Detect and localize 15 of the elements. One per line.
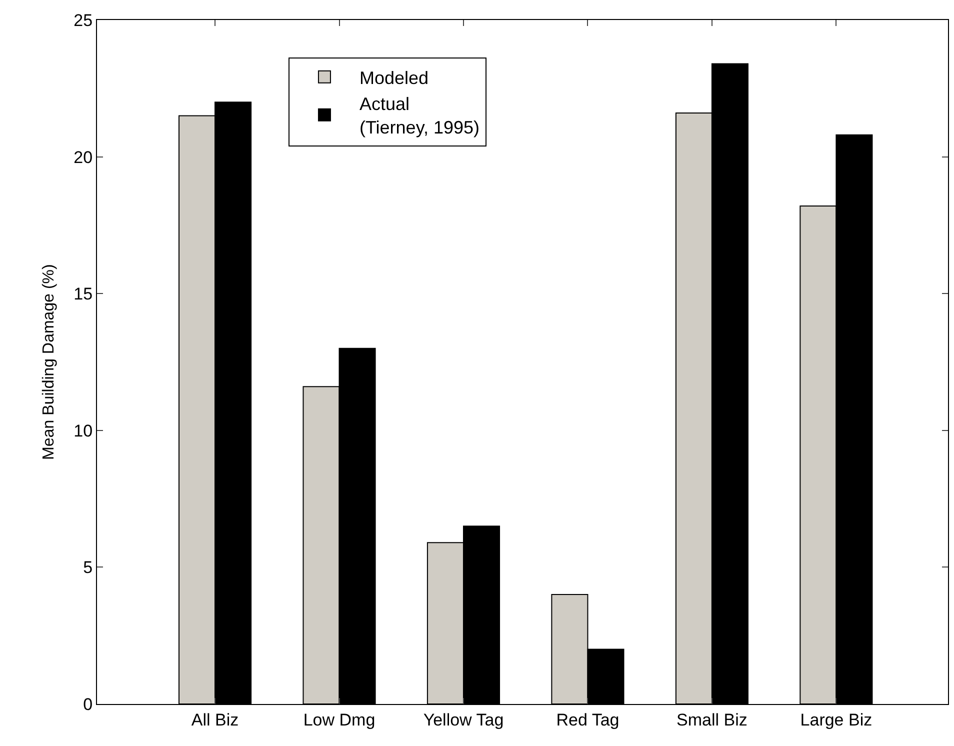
- legend-label: Modeled: [359, 68, 429, 88]
- legend-label: Actual (Tierney, 1995): [359, 94, 480, 138]
- y-tick-label: 20: [74, 148, 93, 167]
- y-tick-label: 25: [74, 10, 93, 30]
- x-tick-label: Red Tag: [556, 710, 620, 730]
- y-tick-label: 10: [74, 421, 93, 440]
- x-tick-label: All Biz: [191, 710, 239, 730]
- y-axis-title: Mean Building Damage (%): [40, 264, 58, 460]
- y-tick-label: 15: [74, 284, 93, 304]
- x-tick-label: Yellow Tag: [423, 710, 504, 730]
- x-tick-label: Small Biz: [676, 710, 748, 730]
- x-tick-label: Large Biz: [800, 710, 872, 730]
- y-tick-label: 0: [83, 694, 93, 714]
- y-tick-label: 5: [83, 558, 93, 578]
- x-tick-label: Low Dmg: [303, 710, 376, 730]
